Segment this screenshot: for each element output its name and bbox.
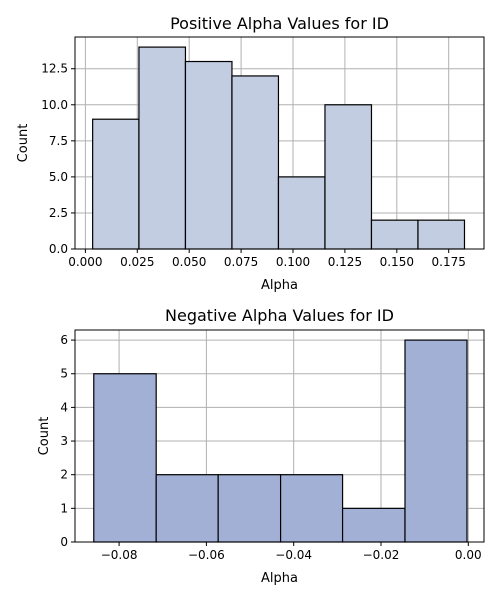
positive-histogram-bar [138, 46, 187, 250]
negative-histogram-bar [93, 373, 157, 543]
positive-x-tick-label: 0.050 [172, 255, 206, 269]
positive-y-tick-label: 7.5 [49, 134, 68, 148]
negative-histogram-bar [155, 474, 219, 543]
positive-x-tick-label: 0.025 [120, 255, 154, 269]
positive-y-tick-label: 10.0 [41, 98, 68, 112]
negative-x-tick-label: −0.06 [188, 548, 225, 562]
negative-x-tick-label: −0.08 [101, 548, 138, 562]
positive-histogram-bar [370, 219, 419, 250]
negative-histogram-bar [341, 507, 406, 543]
negative-plot-frame [74, 329, 485, 543]
negative-y-tick-label: 4 [60, 400, 68, 414]
negative-y-tick-label: 3 [60, 434, 68, 448]
positive-y-tick-label: 2.5 [49, 206, 68, 220]
negative-y-tick-label: 5 [60, 367, 68, 381]
negative-y-tick-label: 6 [60, 333, 68, 347]
negative-y-tick-label: 1 [60, 501, 68, 515]
negative-x-axis-label: Alpha [261, 571, 298, 586]
positive-alpha-plot: 0.000 0.025 0.050 0.075 0.100 0.125 0.150 0.175… [16, 14, 485, 293]
negative-alpha-plot: −0.08 −0.06 −0.04 −0.02 0.00 0 1 2 3 4 5 6 Negative … [37, 306, 485, 586]
positive-x-tick-label: 0.075 [224, 255, 258, 269]
positive-x-tick-label: 0.175 [432, 255, 466, 269]
positive-y-tick-label: 5.0 [49, 170, 68, 184]
positive-histogram-bar [184, 60, 233, 250]
positive-x-axis-label: Alpha [261, 278, 298, 293]
negative-chart-title: Negative Alpha Values for ID [165, 306, 394, 325]
negative-y-tick-label: 0 [60, 535, 68, 549]
positive-plot-frame [74, 36, 485, 250]
positive-histogram-bar [92, 118, 140, 250]
negative-histogram-bar [404, 339, 468, 543]
positive-y-tick-label: 0.0 [49, 242, 68, 256]
negative-histogram-bar [279, 474, 344, 543]
positive-histogram-bar [417, 219, 466, 250]
positive-x-tick-label: 0.100 [276, 255, 310, 269]
positive-chart-title: Positive Alpha Values for ID [170, 14, 389, 33]
positive-x-tick-label: 0.125 [328, 255, 362, 269]
negative-x-tick-label: −0.02 [363, 548, 400, 562]
negative-histogram-bar [217, 474, 282, 543]
positive-y-axis-label: Count [16, 124, 31, 163]
positive-histogram-bar [277, 176, 326, 250]
negative-y-tick-label: 2 [60, 468, 68, 482]
negative-x-tick-label: 0.00 [455, 548, 482, 562]
positive-histogram-bar [231, 75, 280, 250]
positive-x-tick-label: 0.000 [68, 255, 102, 269]
positive-histogram-bar [324, 104, 373, 250]
negative-y-axis-label: Count [37, 417, 52, 456]
positive-x-tick-label: 0.150 [380, 255, 414, 269]
positive-y-tick-label: 12.5 [41, 62, 68, 76]
negative-x-tick-label: −0.04 [275, 548, 312, 562]
